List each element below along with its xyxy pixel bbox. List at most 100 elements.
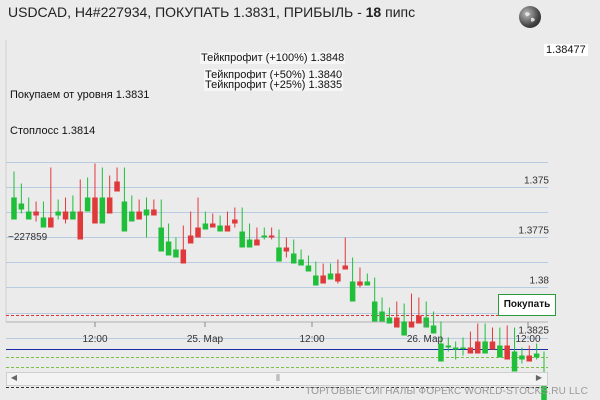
scroll-right-icon[interactable]: ▶ [535, 373, 543, 382]
left-edge-label: ~227859 [8, 232, 48, 243]
candle-bear [195, 227, 201, 238]
x-axis: 12:00 25. Мар 12:00 26. Мар 12:00 [82, 322, 541, 345]
y-tick-label: 1.3775 [518, 226, 549, 237]
candle-bull [305, 265, 312, 272]
y-axis: 1.375 1.3775 1.38 1.3825 [518, 176, 549, 337]
candle-bull [460, 347, 466, 349]
candle-bear [92, 197, 98, 224]
candle-bear [77, 211, 84, 240]
candle-bear [320, 275, 326, 284]
candle-bull [379, 311, 385, 322]
stoploss-label: Стоплосс 1.3814 [10, 125, 96, 137]
current-price-label: 1.38477 [544, 44, 588, 56]
candle-bear [114, 181, 120, 192]
candle-bull [11, 197, 17, 220]
footer-text: ТОРГОВЫЕ СИГНАЛЫ ФОРЕКС WORLD-STOCKS.RU … [305, 386, 588, 397]
candle-bear [357, 281, 363, 286]
candle-bull [40, 217, 47, 228]
x-tick-label: 12:00 [82, 334, 107, 345]
tp25-label: Тейкпрофит (+25%) 1.3835 [204, 79, 344, 91]
candle-bull [349, 281, 356, 302]
candle-bull [217, 225, 223, 232]
candle-bull [364, 281, 371, 286]
buy-button[interactable]: Покупать [498, 294, 556, 316]
candle-bull [143, 209, 150, 216]
candle-bull [445, 345, 452, 348]
candle-bull [430, 325, 437, 334]
candle-bull [401, 321, 407, 336]
candle-bear [283, 247, 290, 252]
candle-bull [327, 273, 334, 280]
x-tick-label: 26. Мар [407, 334, 444, 345]
candle-bull [239, 231, 245, 248]
symbol-info: USDCAD, H4#227934, ПОКУПАТЬ 1.3831, ПРИБ… [8, 4, 366, 20]
candle-bull [246, 239, 253, 248]
candle-bull [482, 341, 488, 354]
y-tick-label: 1.375 [524, 176, 549, 187]
profit-value: 18 [365, 4, 382, 20]
candle-bull [173, 249, 179, 258]
horizontal-scrollbar[interactable] [6, 372, 548, 386]
y-tick-label: 1.3825 [518, 326, 549, 337]
candle-bull [511, 351, 518, 372]
candle-bull [202, 223, 209, 230]
tp50-label: Тейкпрофит (+50%) 1.3840 [204, 69, 344, 81]
candle-bull [121, 201, 128, 232]
candle-bull [55, 211, 61, 216]
chart-title: USDCAD, H4#227934, ПОКУПАТЬ 1.3831, ПРИБ… [8, 4, 415, 20]
candle-bull [371, 301, 378, 322]
candle-bull [25, 211, 32, 220]
candle-bull [438, 343, 444, 362]
scroll-left-icon[interactable]: ◀ [10, 373, 18, 382]
candle-bear [187, 235, 194, 244]
chart-grid [5, 40, 548, 339]
candle-bear [335, 273, 341, 282]
buy-button-label: Покупать [503, 299, 551, 310]
candle-bear [209, 223, 216, 228]
tp100-label: Тейкпрофит (+100%) 1.3848 [200, 52, 346, 64]
candle-bear [151, 209, 157, 216]
x-tick-label: 12:00 [299, 334, 324, 345]
candle-bull [298, 259, 304, 266]
candle-bull [165, 241, 172, 256]
candle-bear [180, 249, 187, 264]
candle-bull [452, 347, 459, 350]
candle-bear [224, 225, 231, 232]
candle-bull [313, 275, 319, 286]
candle-bull [18, 203, 25, 210]
candle-bull [129, 211, 135, 222]
candle-bear [489, 341, 496, 350]
candle-bear [394, 317, 400, 328]
candle-bull [497, 345, 503, 358]
candle-bear [232, 219, 238, 224]
candle-bull [423, 317, 429, 328]
candle-bear [416, 315, 422, 324]
candle-bull [261, 235, 268, 238]
candle-bear [526, 355, 533, 362]
candle-bear [342, 265, 349, 270]
candle-bull [386, 317, 393, 324]
profit-unit: пипс [381, 4, 416, 20]
candle-bear [408, 321, 415, 328]
candle-bull [84, 197, 91, 212]
candle-bull [290, 253, 297, 264]
candle-bear [254, 239, 260, 246]
candle-bull [158, 227, 164, 252]
entry-label: Покупаем от уровня 1.3831 [10, 89, 150, 101]
candle-bull [533, 353, 540, 358]
candle-bear [106, 197, 113, 214]
globe-icon[interactable] [519, 6, 541, 28]
candle-bear [136, 211, 142, 220]
candle-bear [474, 341, 481, 354]
candle-bull [70, 211, 76, 220]
x-tick-label: 12:00 [515, 334, 540, 345]
scroll-thumb[interactable]: ⦀ [276, 373, 280, 383]
candles [11, 163, 547, 400]
candle-bear [62, 211, 69, 220]
candle-bull [276, 247, 282, 262]
candle-bear [33, 211, 39, 216]
candle-bull [519, 355, 525, 360]
y-tick-label: 1.38 [530, 276, 550, 287]
x-tick-label: 25. Мар [187, 334, 224, 345]
candle-bull [541, 381, 547, 400]
